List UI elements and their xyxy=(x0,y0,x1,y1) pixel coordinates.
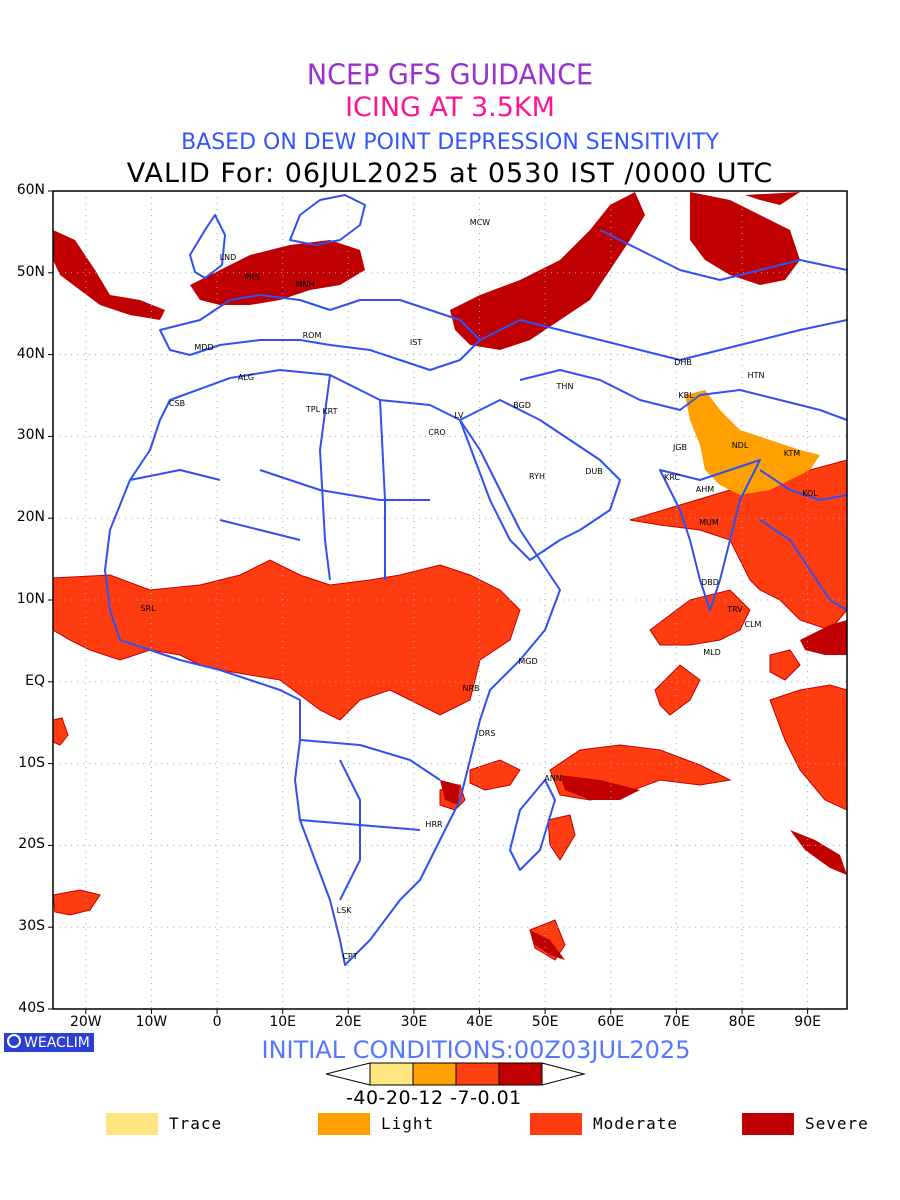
lat-label: 40S xyxy=(18,1000,45,1016)
icing-severe-areas xyxy=(53,192,847,960)
station-label-cro: CRO xyxy=(428,428,445,437)
station-label-ann: ANN xyxy=(544,774,561,783)
lat-label: 30S xyxy=(18,918,45,935)
station-label-ktm: KTM xyxy=(784,449,801,458)
legend-label-severe: Severe xyxy=(805,1114,869,1133)
lon-label: 90E xyxy=(794,1014,821,1030)
lat-label: 20N xyxy=(16,509,45,526)
station-label-kol: KOL xyxy=(802,489,818,498)
legend-label-light: Light xyxy=(381,1114,435,1133)
lon-label: 80E xyxy=(728,1014,756,1030)
station-label-mgd: MGD xyxy=(518,657,537,666)
brand-text: WEACLIM xyxy=(24,1035,90,1051)
station-label-ist: IST xyxy=(410,338,422,347)
colorbar-right-arrow xyxy=(541,1062,586,1086)
station-label-dbd: DBD xyxy=(701,578,719,587)
station-label-kbl: KBL xyxy=(678,391,694,400)
brand-logo-icon xyxy=(7,1034,21,1048)
station-label-lv: LV xyxy=(454,411,464,420)
lon-label: 40E xyxy=(466,1014,493,1030)
lat-label: EQ xyxy=(25,672,45,689)
station-label-thn: THN xyxy=(556,382,574,391)
lon-label: 20E xyxy=(334,1014,362,1030)
lat-label: 10S xyxy=(18,754,45,771)
colorbar-cell-severe xyxy=(498,1062,543,1086)
lon-label: 10E xyxy=(269,1014,296,1030)
legend-label-moderate: Moderate xyxy=(593,1114,679,1133)
station-label-hrr: HRR xyxy=(425,820,443,829)
legend-swatch-trace xyxy=(106,1113,158,1135)
lon-label: 30E xyxy=(400,1014,428,1030)
brand-badge: WEACLIM xyxy=(4,1033,94,1052)
station-label-alg: ALG xyxy=(238,373,254,382)
title-product: ICING AT 3.5KM xyxy=(345,92,555,123)
title-model: NCEP GFS GUIDANCE xyxy=(306,59,594,92)
station-label-prs: PRS xyxy=(244,273,259,282)
lon-label: 50E xyxy=(531,1014,559,1030)
colorbar xyxy=(326,1062,586,1086)
map-area: MCW LND PRS MNH ROM MDD IST ALG CSB TPL KRT CRO LV BG… xyxy=(53,191,847,1009)
station-label-krc: KRC xyxy=(664,473,680,482)
station-label-cpt: CPT xyxy=(342,952,357,961)
icing-light-areas xyxy=(685,390,820,495)
station-label-htn: HTN xyxy=(748,371,765,380)
station-label-lsk: LSK xyxy=(337,906,353,915)
legend-swatch-moderate xyxy=(530,1113,582,1135)
icing-moderate-areas xyxy=(53,459,847,961)
station-label-rom: ROM xyxy=(303,331,322,340)
colorbar-labels: -40-20-12 -7-0.01 xyxy=(346,1087,522,1109)
station-label-tpl: TPL xyxy=(305,405,321,414)
station-label-bgd: BGD xyxy=(513,401,531,410)
station-label-clm: CLM xyxy=(745,620,762,629)
station-label-mum: MUM xyxy=(699,518,719,527)
legend-swatch-severe xyxy=(742,1113,794,1135)
station-labels: MCW LND PRS MNH ROM MDD IST ALG CSB TPL KRT CRO LV BG… xyxy=(140,218,818,961)
station-label-krt: KRT xyxy=(322,407,337,416)
station-label-dub: DUB xyxy=(585,467,603,476)
legend-swatch-light xyxy=(318,1113,370,1135)
title-method: BASED ON DEW POINT DEPRESSION SENSITIVIT… xyxy=(181,130,719,155)
lon-label: 0 xyxy=(212,1014,222,1030)
station-label-jgb: JGB xyxy=(672,443,687,452)
station-label-lnd: LND xyxy=(220,253,237,262)
lat-label: 30N xyxy=(16,427,45,444)
station-label-mdd: MDD xyxy=(194,343,213,352)
station-label-ahm: AHM xyxy=(696,485,714,494)
station-label-mcw: MCW xyxy=(470,218,490,227)
station-label-csb: CSB xyxy=(169,399,185,408)
station-label-nrb: NRB xyxy=(462,684,479,693)
colorbar-cell-trace xyxy=(369,1062,414,1086)
initial-conditions: INITIAL CONDITIONS:00Z03JUL2025 xyxy=(261,1036,691,1064)
lon-label: 10W xyxy=(135,1014,168,1030)
title-valid-time: VALID For: 06JUL2025 at 0530 IST /0000 U… xyxy=(126,158,774,189)
station-label-dhb: DHB xyxy=(674,358,692,367)
station-label-mnh: MNH xyxy=(296,280,315,289)
lat-label: 60N xyxy=(16,182,45,198)
station-label-ndl: NDL xyxy=(732,441,749,450)
axis-ticks xyxy=(48,190,809,1014)
station-label-mld: MLD xyxy=(703,648,721,657)
station-label-ryh: RYH xyxy=(529,472,545,481)
lat-label: 20S xyxy=(18,836,45,853)
colorbar-cell-moderate xyxy=(455,1062,500,1086)
station-label-drs: DRS xyxy=(479,729,496,738)
legend-label-trace: Trace xyxy=(169,1114,223,1133)
lat-label: 50N xyxy=(16,263,45,280)
lon-label: 20W xyxy=(69,1014,102,1030)
lon-label: 60E xyxy=(597,1014,625,1030)
lon-label: 70E xyxy=(663,1014,690,1030)
lat-label: 40N xyxy=(16,345,45,362)
country-boundaries xyxy=(104,194,847,966)
colorbar-left-arrow xyxy=(326,1062,371,1086)
station-label-srl: SRL xyxy=(140,604,156,613)
lat-label: 10N xyxy=(16,591,45,607)
colorbar-cell-light xyxy=(412,1062,457,1086)
station-label-trv: TRV xyxy=(726,605,743,614)
